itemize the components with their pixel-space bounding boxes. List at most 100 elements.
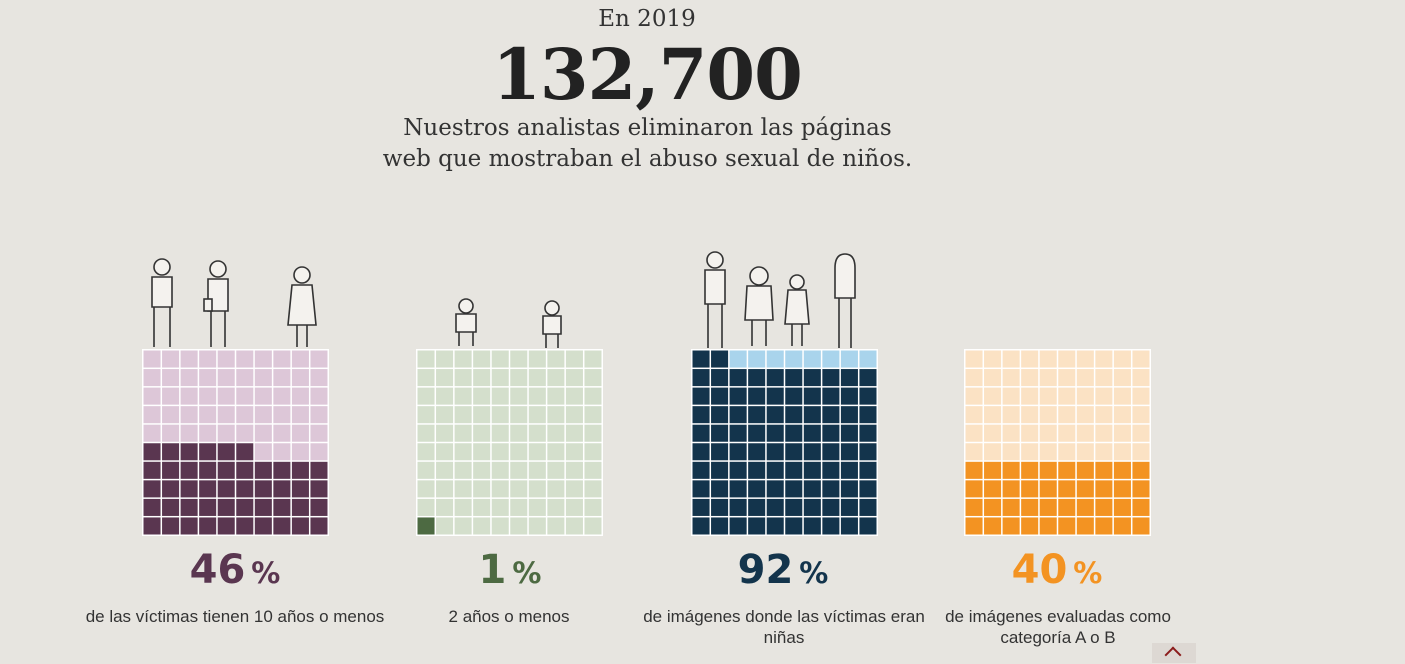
waffle-cell-empty — [491, 369, 509, 387]
waffle-cell-filled — [236, 498, 254, 516]
waffle-cell-filled — [729, 424, 747, 442]
waffle-cell-empty — [766, 350, 784, 368]
waffle-cell-filled — [254, 480, 272, 498]
waffle-cell-filled — [273, 480, 291, 498]
waffle-cell-empty — [510, 461, 528, 479]
waffle-cell-empty — [584, 369, 602, 387]
waffle-cell-empty — [273, 424, 291, 442]
waffle-cell-empty — [491, 517, 509, 535]
waffle-cell-filled — [729, 517, 747, 535]
waffle-cell-empty — [417, 480, 435, 498]
waffle-cell-empty — [510, 406, 528, 424]
waffle-cell-empty — [565, 443, 583, 461]
waffle-cell-filled — [822, 406, 840, 424]
waffle-cell-filled — [859, 424, 877, 442]
waffle-cell-filled — [822, 517, 840, 535]
waffle-cell-filled — [291, 498, 309, 516]
waffle-cell-empty — [510, 424, 528, 442]
waffle-cell-empty — [180, 387, 198, 405]
waffle-cell-filled — [692, 461, 710, 479]
waffle-cell-filled — [766, 498, 784, 516]
waffle-cell-empty — [310, 387, 328, 405]
waffle-cell-filled — [162, 498, 180, 516]
waffle-cell-empty — [1095, 387, 1113, 405]
waffle-cell-filled — [1132, 461, 1150, 479]
waffle-cell-empty — [217, 350, 235, 368]
waffle-cell-empty — [984, 406, 1002, 424]
waffle-cell-filled — [711, 443, 729, 461]
waffle-cell-empty — [528, 369, 546, 387]
waffle-cell-empty — [473, 480, 491, 498]
headline-count: 132,700 — [492, 33, 803, 116]
waffle-cell-filled — [748, 480, 766, 498]
waffle-cell-empty — [236, 350, 254, 368]
waffle-cell-empty — [491, 350, 509, 368]
waffle-cell-empty — [547, 461, 565, 479]
waffle-cell-filled — [803, 517, 821, 535]
waffle-cell-empty — [1058, 350, 1076, 368]
waffle-cell-filled — [417, 517, 435, 535]
waffle-cell-empty — [436, 406, 454, 424]
waffle-cell-filled — [840, 369, 858, 387]
waffle-cell-empty — [984, 369, 1002, 387]
waffle-cell-empty — [510, 517, 528, 535]
percent-value: 40 — [1011, 547, 1068, 593]
waffle-cell-filled — [162, 480, 180, 498]
waffle-cell-filled — [180, 461, 198, 479]
waffle-cell-empty — [565, 424, 583, 442]
back-to-top-button[interactable] — [1152, 643, 1196, 664]
percent-value: 92 — [737, 547, 794, 593]
waffle-cell-empty — [984, 443, 1002, 461]
waffle-caption: de las víctimas tienen 10 años o menos — [85, 607, 385, 626]
waffle-cell-filled — [143, 461, 161, 479]
waffle-cell-empty — [1076, 369, 1094, 387]
waffle-cell-empty — [143, 406, 161, 424]
waffle-cell-filled — [1076, 480, 1094, 498]
waffle-cell-empty — [436, 443, 454, 461]
waffle-cell-empty — [454, 369, 472, 387]
waffle-cell-empty — [143, 424, 161, 442]
waffle-cell-empty — [254, 406, 272, 424]
waffle-cell-filled — [1113, 498, 1131, 516]
waffle-cell-empty — [236, 369, 254, 387]
waffle-cell-empty — [1113, 443, 1131, 461]
headline-description: Nuestros analistas eliminaron las página… — [382, 115, 913, 172]
waffle-cell-empty — [217, 424, 235, 442]
waffle-cell-filled — [803, 406, 821, 424]
waffle-cell-filled — [199, 480, 217, 498]
waffle-cell-filled — [729, 443, 747, 461]
waffle-cell-empty — [547, 369, 565, 387]
waffle-cell-empty — [1021, 406, 1039, 424]
waffle-cell-filled — [1132, 498, 1150, 516]
waffle-cell-empty — [1132, 424, 1150, 442]
percent-label: 1% — [380, 547, 640, 597]
waffle-cell-empty — [584, 461, 602, 479]
waffle-cell-empty — [180, 406, 198, 424]
waffle-cell-empty — [217, 406, 235, 424]
waffle-cell-empty — [510, 369, 528, 387]
waffle-cell-empty — [454, 350, 472, 368]
waffle-cell-filled — [711, 350, 729, 368]
waffle-cell-empty — [273, 350, 291, 368]
waffle-cell-empty — [965, 369, 983, 387]
waffle-cell-filled — [748, 387, 766, 405]
waffle-cell-empty — [491, 406, 509, 424]
waffle-cell-empty — [859, 350, 877, 368]
percent-unit: % — [1073, 556, 1103, 590]
waffle-cell-filled — [199, 443, 217, 461]
percent-unit: % — [251, 556, 281, 590]
waffle-cell-filled — [822, 461, 840, 479]
waffle-cell-empty — [454, 480, 472, 498]
waffle-cell-filled — [711, 517, 729, 535]
waffle-cell-filled — [766, 387, 784, 405]
waffle-cell-filled — [236, 517, 254, 535]
waffle-cell-filled — [822, 424, 840, 442]
waffle-cell-empty — [436, 517, 454, 535]
waffle-cell-filled — [711, 461, 729, 479]
waffle-cell-empty — [254, 369, 272, 387]
waffle-cell-filled — [1021, 498, 1039, 516]
waffle-cell-empty — [180, 369, 198, 387]
waffle-cell-empty — [1113, 406, 1131, 424]
waffle-cell-filled — [965, 480, 983, 498]
waffle-cell-empty — [965, 350, 983, 368]
